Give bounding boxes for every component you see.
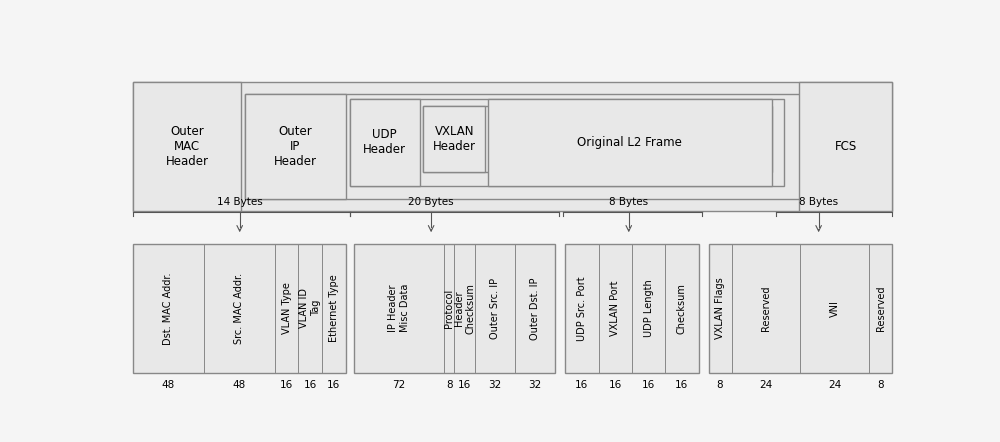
Text: 16: 16 <box>327 380 340 390</box>
Text: Protocol: Protocol <box>444 289 454 328</box>
Text: VNI: VNI <box>830 300 840 317</box>
Text: VXLAN
Header: VXLAN Header <box>433 125 476 153</box>
Text: Outer
IP
Header: Outer IP Header <box>274 125 317 168</box>
Text: 24: 24 <box>759 380 773 390</box>
Text: 16: 16 <box>304 380 317 390</box>
Text: 24: 24 <box>828 380 841 390</box>
Text: UDP Src. Port: UDP Src. Port <box>577 276 587 341</box>
Text: FCS: FCS <box>835 140 857 153</box>
Text: 48: 48 <box>233 380 246 390</box>
Bar <box>709 244 892 373</box>
Bar <box>565 244 699 373</box>
Text: IP Header
Misc Data: IP Header Misc Data <box>388 284 410 332</box>
Text: Reserved: Reserved <box>761 286 771 331</box>
Bar <box>350 99 784 186</box>
Text: VLAN Type: VLAN Type <box>282 282 292 334</box>
Text: 8: 8 <box>717 380 723 390</box>
Text: Dst. MAC Addr.: Dst. MAC Addr. <box>163 272 173 345</box>
Text: 72: 72 <box>392 380 406 390</box>
Text: VLAN ID
Tag: VLAN ID Tag <box>299 288 321 328</box>
Text: UDP
Header: UDP Header <box>363 128 406 156</box>
Bar <box>799 82 892 211</box>
Text: Outer Dst. IP: Outer Dst. IP <box>530 277 540 339</box>
Bar <box>245 94 803 199</box>
Text: 16: 16 <box>642 380 655 390</box>
Text: Outer
MAC
Header: Outer MAC Header <box>166 125 208 168</box>
Text: Outer Src. IP: Outer Src. IP <box>490 278 500 339</box>
Text: Reserved: Reserved <box>876 286 886 331</box>
Bar <box>423 106 485 172</box>
Text: 48: 48 <box>162 380 175 390</box>
Text: 8 Bytes: 8 Bytes <box>609 197 648 207</box>
Text: UDP Length: UDP Length <box>644 279 654 337</box>
Bar <box>133 82 892 211</box>
Text: Original L2 Frame: Original L2 Frame <box>577 136 682 149</box>
Text: 16: 16 <box>575 380 588 390</box>
Text: 32: 32 <box>488 380 501 390</box>
Bar <box>133 82 241 211</box>
Text: VXLAN Port: VXLAN Port <box>610 281 620 336</box>
Text: Ethernet Type: Ethernet Type <box>329 274 339 342</box>
Bar <box>423 106 772 172</box>
Text: 32: 32 <box>528 380 542 390</box>
Bar <box>354 244 555 373</box>
Bar <box>133 244 346 373</box>
Text: 8: 8 <box>877 380 884 390</box>
Text: VXLAN Flags: VXLAN Flags <box>715 278 725 339</box>
Bar <box>350 99 420 186</box>
Text: 8 Bytes: 8 Bytes <box>799 197 838 207</box>
Bar <box>245 94 346 199</box>
Bar <box>488 99 772 186</box>
Text: Checksum: Checksum <box>677 283 687 334</box>
Text: 14 Bytes: 14 Bytes <box>217 197 263 207</box>
Text: 8: 8 <box>446 380 453 390</box>
Text: 20 Bytes: 20 Bytes <box>408 197 454 207</box>
Text: Header
Checksum: Header Checksum <box>454 283 475 334</box>
Text: 16: 16 <box>280 380 293 390</box>
Text: 16: 16 <box>675 380 688 390</box>
Text: 16: 16 <box>609 380 622 390</box>
Text: 16: 16 <box>458 380 471 390</box>
Text: Src. MAC Addr.: Src. MAC Addr. <box>234 273 244 344</box>
